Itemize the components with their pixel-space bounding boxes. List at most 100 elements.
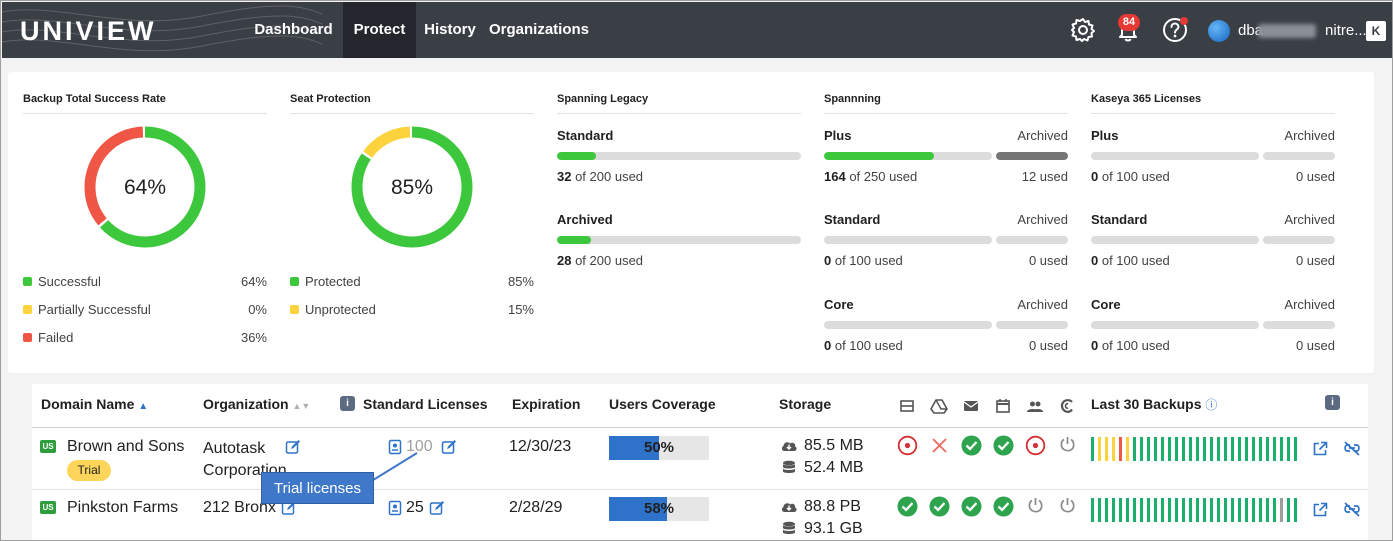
backup-day-marker[interactable]: [1126, 437, 1129, 461]
backup-day-marker[interactable]: [1217, 437, 1220, 461]
backup-day-marker[interactable]: [1105, 437, 1108, 461]
nav-protect[interactable]: Protect: [343, 2, 416, 58]
last-30-backups-strip[interactable]: [1091, 498, 1301, 522]
backup-day-marker[interactable]: [1238, 498, 1241, 522]
backup-day-marker[interactable]: [1175, 437, 1178, 461]
backup-day-marker[interactable]: [1154, 437, 1157, 461]
column-header-coverage[interactable]: Users Coverage: [609, 396, 716, 412]
columns-info-icon[interactable]: i: [1325, 395, 1340, 410]
backup-day-marker[interactable]: [1273, 498, 1276, 522]
unlink-icon[interactable]: [1342, 441, 1362, 457]
edit-licenses-icon[interactable]: [429, 500, 445, 516]
backup-day-marker[interactable]: [1098, 437, 1101, 461]
domain-name[interactable]: Pinkston Farms: [67, 499, 179, 516]
backup-day-marker[interactable]: [1252, 437, 1255, 461]
status-success-icon[interactable]: [929, 496, 950, 517]
gear-icon[interactable]: [1069, 16, 1097, 44]
backup-day-marker[interactable]: [1245, 498, 1248, 522]
backup-day-marker[interactable]: [1203, 437, 1206, 461]
backup-day-marker[interactable]: [1231, 437, 1234, 461]
backup-day-marker[interactable]: [1294, 498, 1297, 522]
column-header-domain[interactable]: Domain Name ▲: [41, 396, 149, 412]
column-header-backups[interactable]: Last 30 Backups ⓘ: [1091, 396, 1218, 412]
backup-day-marker[interactable]: [1238, 437, 1241, 461]
backup-day-marker[interactable]: [1217, 498, 1220, 522]
backup-day-marker[interactable]: [1224, 437, 1227, 461]
backup-day-marker[interactable]: [1294, 437, 1297, 461]
backup-day-marker[interactable]: [1168, 437, 1171, 461]
backup-day-marker[interactable]: [1161, 498, 1164, 522]
column-header-licenses[interactable]: Standard Licenses: [363, 396, 488, 412]
organization-name[interactable]: 212 Bronx: [203, 499, 276, 516]
nav-organizations[interactable]: Organizations: [489, 21, 590, 38]
backup-day-marker[interactable]: [1133, 498, 1136, 522]
column-header-organization[interactable]: Organization ▲▼: [203, 396, 311, 412]
backup-day-marker[interactable]: [1091, 498, 1094, 522]
licenses-info-icon[interactable]: i: [340, 396, 355, 411]
open-external-icon[interactable]: [1312, 502, 1328, 518]
unlink-icon[interactable]: [1342, 502, 1362, 518]
backup-day-marker[interactable]: [1126, 498, 1129, 522]
backup-day-marker[interactable]: [1210, 437, 1213, 461]
nav-dashboard[interactable]: Dashboard: [254, 21, 333, 38]
user-name[interactable]: dba nitre...: [1238, 22, 1367, 39]
collapse-k-icon[interactable]: K: [1366, 21, 1386, 41]
backup-day-marker[interactable]: [1210, 498, 1213, 522]
open-external-icon[interactable]: [1312, 441, 1328, 457]
backup-day-marker[interactable]: [1259, 437, 1262, 461]
backup-day-marker[interactable]: [1168, 498, 1171, 522]
backup-day-marker[interactable]: [1182, 437, 1185, 461]
backup-day-marker[interactable]: [1182, 498, 1185, 522]
backup-day-marker[interactable]: [1287, 437, 1290, 461]
backup-day-marker[interactable]: [1231, 498, 1234, 522]
status-disabled-power-icon[interactable]: [1057, 435, 1078, 456]
backup-day-marker[interactable]: [1112, 437, 1115, 461]
edit-organization-icon[interactable]: [285, 439, 301, 455]
backup-day-marker[interactable]: [1266, 498, 1269, 522]
backup-day-marker[interactable]: [1091, 437, 1094, 461]
uniview-logo[interactable]: UNIVIEW: [20, 16, 157, 46]
backup-day-marker[interactable]: [1175, 498, 1178, 522]
backup-day-marker[interactable]: [1105, 498, 1108, 522]
status-disabled-power-icon[interactable]: [1057, 496, 1078, 517]
help-icon[interactable]: [1161, 16, 1189, 44]
column-header-expiration[interactable]: Expiration: [512, 396, 581, 412]
backup-day-marker[interactable]: [1189, 498, 1192, 522]
domain-name[interactable]: Brown and Sons: [67, 438, 185, 455]
backup-day-marker[interactable]: [1140, 437, 1143, 461]
backup-day-marker[interactable]: [1154, 498, 1157, 522]
backup-day-marker[interactable]: [1140, 498, 1143, 522]
backup-day-marker[interactable]: [1266, 437, 1269, 461]
status-success-icon[interactable]: [993, 435, 1014, 456]
status-success-icon[interactable]: [961, 496, 982, 517]
backup-day-marker[interactable]: [1147, 437, 1150, 461]
status-success-icon[interactable]: [961, 435, 982, 456]
backup-day-marker[interactable]: [1196, 498, 1199, 522]
backup-day-marker[interactable]: [1161, 437, 1164, 461]
backup-day-marker[interactable]: [1133, 437, 1136, 461]
backup-day-marker[interactable]: [1224, 498, 1227, 522]
backup-day-marker[interactable]: [1098, 498, 1101, 522]
avatar[interactable]: [1208, 20, 1230, 42]
sort-asc-icon[interactable]: ▲: [138, 401, 149, 412]
backup-day-marker[interactable]: [1196, 437, 1199, 461]
status-failed-icon[interactable]: [1025, 435, 1046, 456]
nav-history[interactable]: History: [424, 21, 476, 38]
status-error-x-icon[interactable]: [929, 435, 950, 456]
backup-day-marker[interactable]: [1252, 498, 1255, 522]
sort-icon[interactable]: ▲▼: [292, 401, 311, 411]
backup-day-marker[interactable]: [1189, 437, 1192, 461]
backup-day-marker[interactable]: [1119, 498, 1122, 522]
backup-day-marker[interactable]: [1245, 437, 1248, 461]
edit-licenses-icon[interactable]: [441, 439, 457, 455]
backup-day-marker[interactable]: [1273, 437, 1276, 461]
backup-day-marker[interactable]: [1287, 498, 1290, 522]
backup-day-marker[interactable]: [1280, 498, 1283, 522]
column-header-storage[interactable]: Storage: [779, 396, 832, 412]
last-30-backups-strip[interactable]: [1091, 437, 1301, 461]
backup-day-marker[interactable]: [1259, 498, 1262, 522]
backup-day-marker[interactable]: [1112, 498, 1115, 522]
status-failed-icon[interactable]: [897, 435, 918, 456]
status-success-icon[interactable]: [897, 496, 918, 517]
backup-day-marker[interactable]: [1280, 437, 1283, 461]
